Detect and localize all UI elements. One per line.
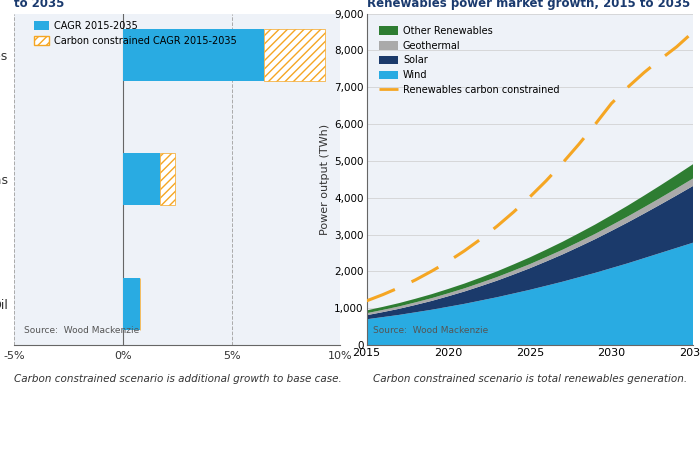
Legend: Other Renewables, Geothermal, Solar, Wind, Renewables carbon constrained: Other Renewables, Geothermal, Solar, Win… — [374, 22, 564, 99]
Text: Carbon constrained scenario is total renewables generation.: Carbon constrained scenario is total ren… — [373, 374, 687, 384]
Bar — [122, 29, 265, 81]
Bar — [122, 278, 140, 330]
Y-axis label: Power output (TWh): Power output (TWh) — [320, 124, 330, 235]
Bar — [160, 153, 175, 206]
Legend: CAGR 2015-2035, Carbon constrained CAGR 2015-2035: CAGR 2015-2035, Carbon constrained CAGR … — [30, 17, 240, 50]
Text: Source:  Wood Mackenzie: Source: Wood Mackenzie — [373, 326, 489, 335]
Bar — [265, 29, 326, 81]
Text: Source:  Wood Mackenzie: Source: Wood Mackenzie — [24, 326, 139, 335]
Text: Carbon constrained scenario is additional growth to base case.: Carbon constrained scenario is additiona… — [14, 374, 342, 384]
Bar — [122, 153, 160, 206]
Text: Renewables power market growth, 2015 to 2035: Renewables power market growth, 2015 to … — [367, 0, 690, 10]
Text: Total primary energy demand growth from 2015
to 2035: Total primary energy demand growth from … — [14, 0, 333, 10]
